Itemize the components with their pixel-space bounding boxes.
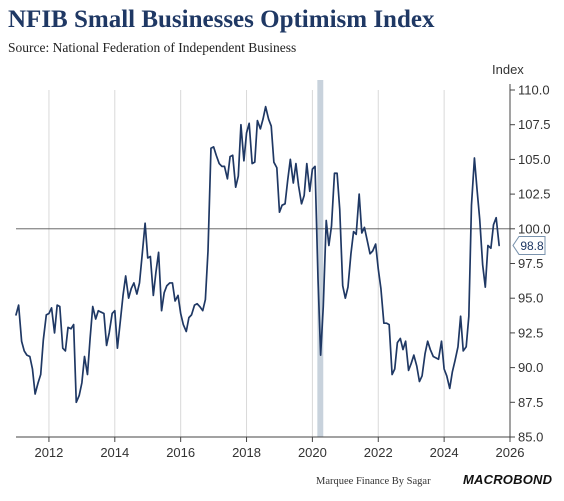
x-tick-label: 2018 xyxy=(232,445,261,460)
x-tick-label: 2020 xyxy=(298,445,327,460)
y-tick-label: 87.5 xyxy=(518,395,543,410)
shaded-band-rect xyxy=(317,80,324,437)
series-line-0 xyxy=(15,105,500,404)
y-tick-label: 110.0 xyxy=(518,83,550,98)
y-tick-label: 107.5 xyxy=(518,117,551,132)
y-axis-unit-label: Index xyxy=(492,62,524,77)
series-group xyxy=(15,105,500,404)
y-tick-label: 97.5 xyxy=(518,256,543,271)
y-tick-label: 105.0 xyxy=(518,152,551,167)
y-tick-label: 90.0 xyxy=(518,360,543,375)
y-axis-ticks: 85.0 87.5 90.0 92.5 95.0 97.5 100.0 102.5 105.0 1… xyxy=(510,83,551,445)
last-value-callout: 98.8 xyxy=(512,235,546,255)
y-tick-label: 102.5 xyxy=(518,187,551,202)
x-tick-label: 2022 xyxy=(364,445,393,460)
axes xyxy=(16,84,511,438)
y-tick-label: 95.0 xyxy=(518,291,543,306)
x-tick-label: 2012 xyxy=(34,445,63,460)
chart-title: NFIB Small Businesses Optimism Index xyxy=(8,6,435,33)
y-tick-label: 85.0 xyxy=(518,430,543,445)
x-tick-label: 2016 xyxy=(166,445,195,460)
chart-source: Source: National Federation of Independe… xyxy=(8,40,297,55)
y-tick-label: 92.5 xyxy=(518,325,543,340)
shaded-band xyxy=(317,80,324,437)
x-tick-label: 2014 xyxy=(100,445,129,460)
macrobond-logo: MACROBOND xyxy=(463,472,553,487)
last-value-label: 98.8 xyxy=(520,239,544,253)
footer-credit: Marquee Finance By Sagar xyxy=(316,476,431,487)
x-tick-label: 2024 xyxy=(430,445,459,460)
x-tick-label: 2026 xyxy=(496,445,525,460)
last-value-box xyxy=(512,235,546,255)
x-axis-ticks: 2012 2014 2016 2018 2020 2022 2024 2026 xyxy=(34,437,524,460)
gridlines xyxy=(48,90,511,437)
y-tick-label: 100.0 xyxy=(518,221,551,236)
